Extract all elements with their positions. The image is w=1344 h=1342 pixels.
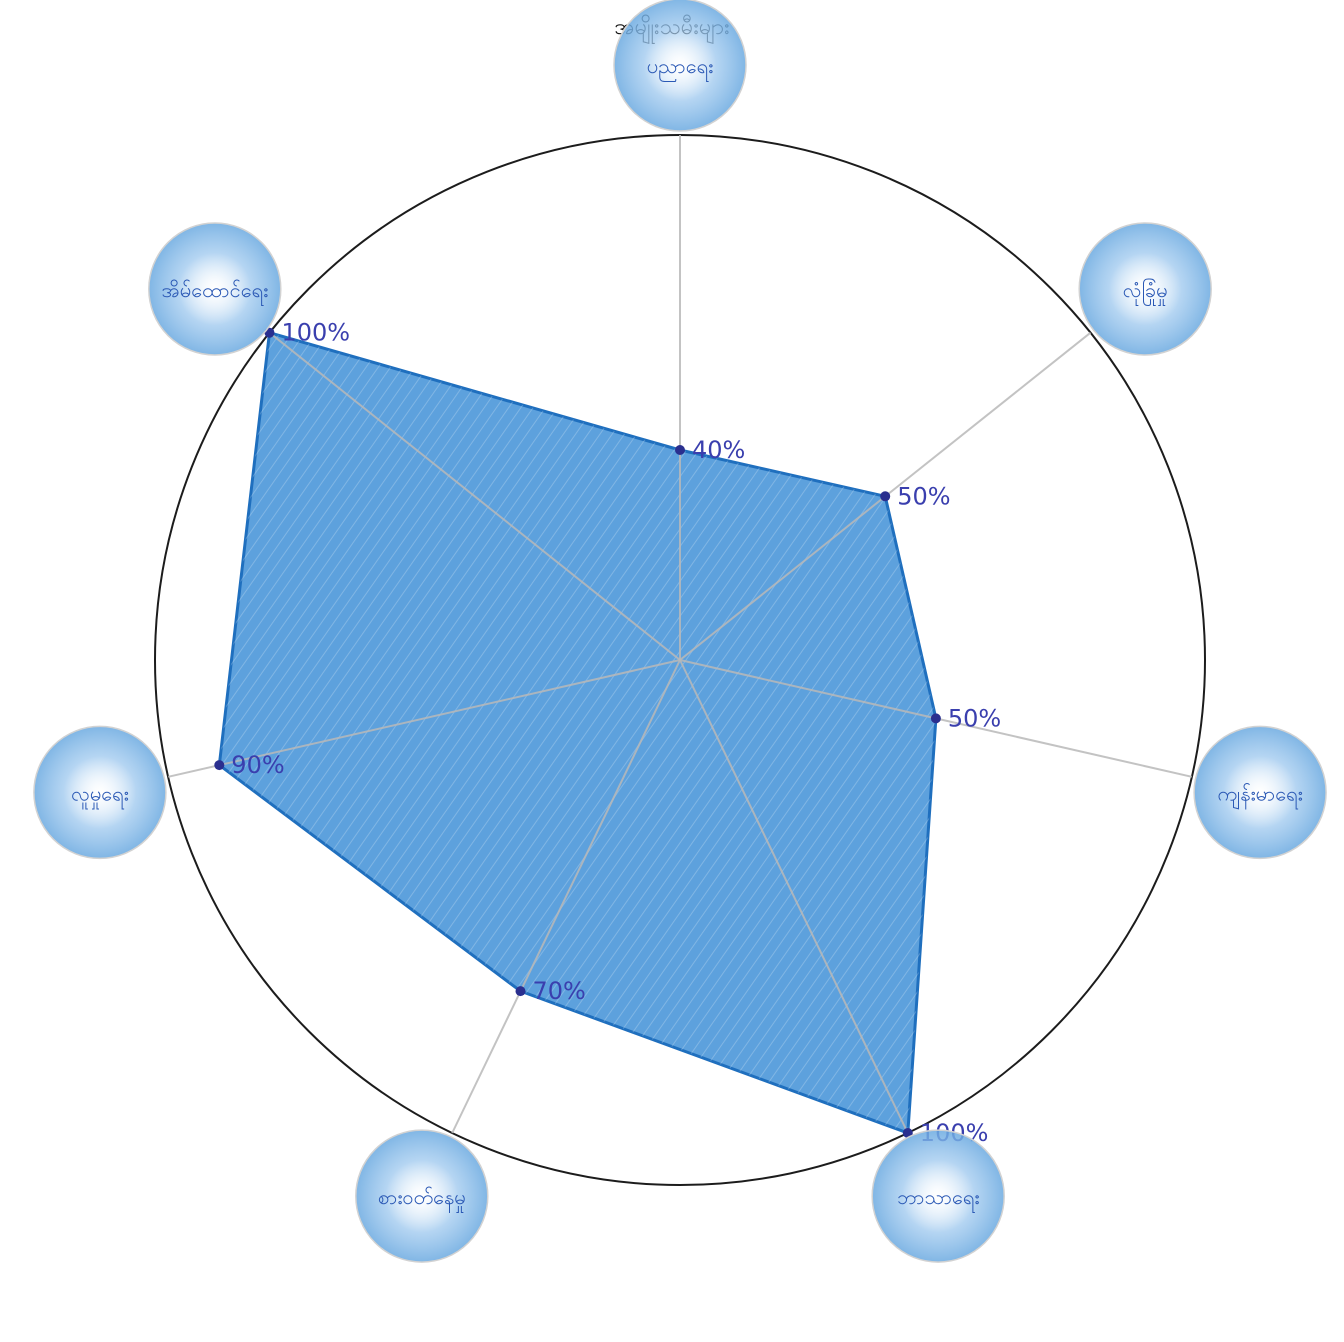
category-label: လုံခြုံမှု (1123, 278, 1168, 306)
data-point (515, 986, 526, 997)
bubble-circle (1193, 725, 1327, 860)
data-point (880, 491, 891, 502)
category-bubble: လူမှုရေး (33, 725, 167, 860)
value-label: 50% (897, 482, 950, 510)
category-label: ကျန်းမာရေး (1217, 781, 1302, 809)
bubble-circle (148, 222, 282, 356)
value-label: 90% (231, 751, 284, 779)
value-label: 70% (533, 977, 586, 1005)
category-bubble: ပညာရေး (613, 0, 747, 132)
category-bubble: ကျန်းမာရေး (1193, 725, 1327, 860)
axis-line (679, 659, 909, 1134)
category-label: ပညာရေး (647, 54, 713, 82)
value-label: 40% (692, 436, 745, 464)
bubble-circle (613, 0, 747, 132)
category-label: အိမ်ထောင်ရေး (161, 278, 268, 306)
value-label: 100% (282, 319, 351, 347)
category-label: စားဝတ်နေမှု (378, 1185, 466, 1213)
data-point (930, 713, 941, 724)
category-label: ဘာသာရေး (897, 1185, 979, 1213)
axis-line (268, 331, 681, 661)
bubble-circle (33, 725, 167, 860)
bubble-circle (1078, 222, 1212, 356)
category-bubble: လုံခြုံမှု (1078, 222, 1212, 356)
category-bubble: ဘာသာရေး (871, 1129, 1005, 1263)
data-area-texture (219, 332, 936, 1133)
data-point (214, 760, 225, 771)
value-label: 50% (948, 704, 1001, 732)
category-bubble: စားဝတ်နေမှု (355, 1129, 489, 1263)
axis-line (167, 659, 681, 778)
bubble-circle (871, 1129, 1005, 1263)
bubble-circle (355, 1129, 489, 1263)
axis-line (451, 659, 681, 1134)
data-point (675, 445, 685, 455)
category-label: လူမှုရေး (71, 781, 129, 809)
category-bubble: အိမ်ထောင်ရေး (148, 222, 282, 356)
